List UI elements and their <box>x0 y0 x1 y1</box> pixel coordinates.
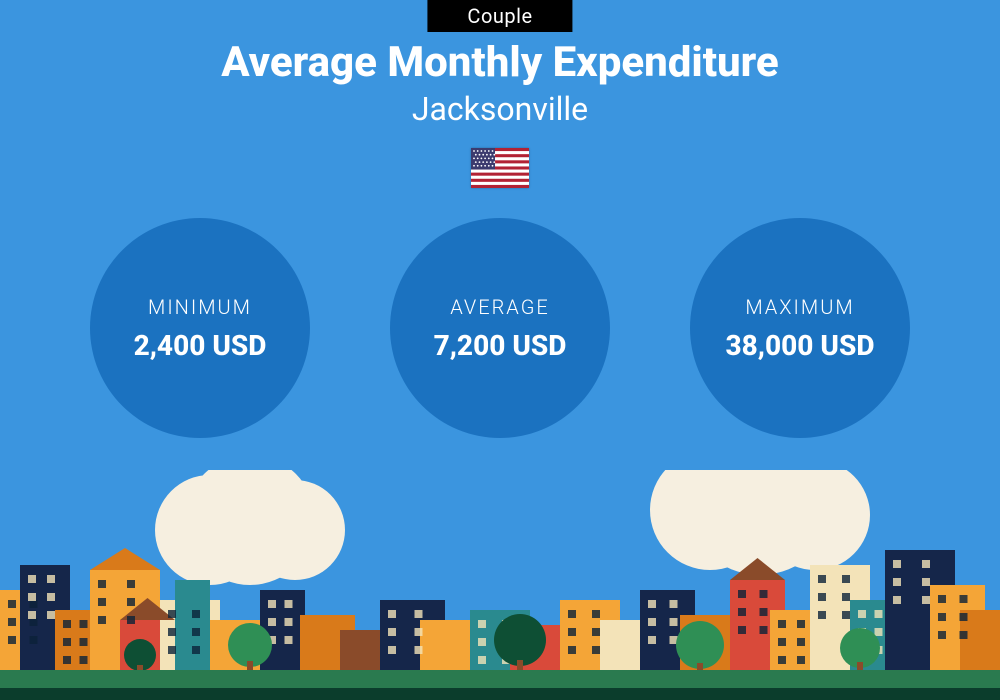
stat-value: 7,200 USD <box>434 329 567 362</box>
stat-label: MAXIMUM <box>745 295 854 319</box>
stat-circles: MINIMUM 2,400 USD AVERAGE 7,200 USD MAXI… <box>0 218 1000 438</box>
category-badge-text: Couple <box>467 4 532 28</box>
page-subtitle: Jacksonville <box>0 90 1000 128</box>
stat-circle-minimum: MINIMUM 2,400 USD <box>90 218 310 438</box>
cityscape-illustration <box>0 470 1000 700</box>
stat-circle-maximum: MAXIMUM 38,000 USD <box>690 218 910 438</box>
stat-value: 2,400 USD <box>134 329 267 362</box>
stat-label: AVERAGE <box>450 295 550 319</box>
usa-flag-icon <box>471 148 529 188</box>
page-title: Average Monthly Expenditure <box>0 38 1000 87</box>
stat-label: MINIMUM <box>148 295 252 319</box>
category-badge: Couple <box>427 0 572 32</box>
infographic-canvas: Couple Average Monthly Expenditure Jacks… <box>0 0 1000 700</box>
stat-value: 38,000 USD <box>726 329 875 362</box>
stat-circle-average: AVERAGE 7,200 USD <box>390 218 610 438</box>
